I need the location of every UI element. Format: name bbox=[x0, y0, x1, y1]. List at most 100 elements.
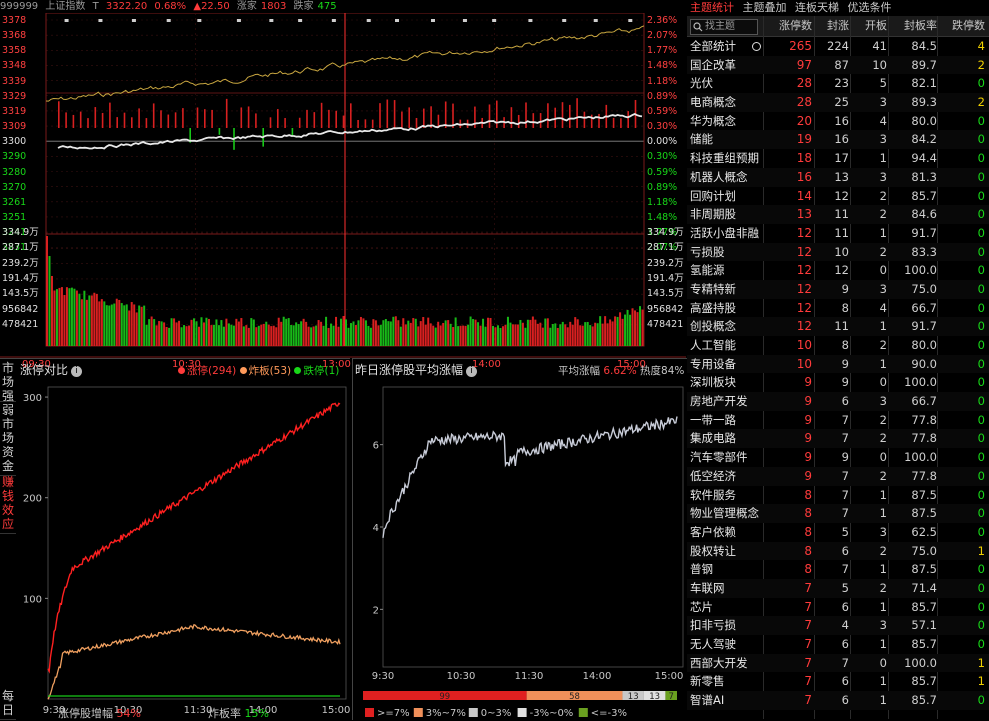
theme-row[interactable]: 普钢 8 7 1 87.5 0 bbox=[687, 560, 989, 579]
tab-theme-stats[interactable]: 主题统计 bbox=[690, 1, 734, 14]
side-tab[interactable]: 赚钱效应 bbox=[0, 475, 16, 534]
sealed-count: 5 bbox=[841, 524, 849, 539]
limit-down-count: 0 bbox=[977, 468, 985, 483]
theme-row[interactable]: 专用设备 10 9 1 90.0 0 bbox=[687, 354, 989, 374]
volume-bar bbox=[581, 325, 584, 346]
theme-row[interactable]: 国企改革 97 87 10 89.7 2 bbox=[687, 55, 989, 75]
ratio-bar-up bbox=[598, 113, 600, 128]
time-axis-label: 13:00 bbox=[322, 359, 351, 370]
col-sealed[interactable]: 封涨 bbox=[827, 19, 849, 32]
intraday-chart-svg bbox=[0, 13, 686, 358]
seal-rate: 77.8 bbox=[911, 431, 937, 446]
volume-bar bbox=[277, 317, 280, 346]
seal-rate: 100.0 bbox=[904, 450, 937, 465]
theme-row[interactable]: 华为概念 20 16 4 80.0 0 bbox=[687, 112, 989, 131]
theme-name: 芯片 bbox=[690, 599, 713, 614]
event-marker bbox=[64, 19, 69, 22]
opened-count: 2 bbox=[879, 412, 887, 427]
volume-bar bbox=[115, 298, 118, 346]
theme-row[interactable]: 汽车零部件 9 9 0 100.0 0 bbox=[687, 448, 989, 467]
theme-row[interactable]: 客户依赖 8 5 3 62.5 0 bbox=[687, 523, 989, 542]
theme-row[interactable]: 深圳板块 9 9 0 100.0 0 bbox=[687, 373, 989, 392]
theme-row[interactable]: 无人驾驶 7 6 1 85.7 0 bbox=[687, 635, 989, 654]
volume-bar bbox=[427, 317, 430, 346]
theme-row[interactable]: 西部大开发 7 7 0 100.0 1 bbox=[687, 653, 989, 673]
tab-preferred-conditions[interactable]: 优选条件 bbox=[847, 1, 892, 14]
tab-limit-ladder[interactable]: 连板天梯 bbox=[795, 1, 839, 14]
col-limit-up[interactable]: 涨停数 bbox=[779, 19, 812, 32]
theme-row[interactable]: 低空经济 9 7 2 77.8 0 bbox=[687, 466, 989, 486]
side-tab[interactable]: 每日 bbox=[0, 689, 16, 720]
seal-rate: 77.8 bbox=[911, 468, 937, 483]
volume-bar bbox=[140, 306, 143, 346]
theme-row[interactable]: 光伏 28 23 5 82.1 0 bbox=[687, 74, 989, 93]
ratio-bar-up bbox=[284, 118, 286, 128]
tab-theme-overlay[interactable]: 主题叠加 bbox=[742, 1, 787, 14]
intraday-chart[interactable]: 3378 2.36% 3368 2.07% 3358 1.77% 3348 1.48% 3339… bbox=[0, 13, 686, 370]
volume-bar bbox=[454, 317, 457, 346]
ratio-bar-up bbox=[152, 103, 155, 128]
ratio-bar-up bbox=[320, 102, 323, 128]
theme-row[interactable]: 氢能源 12 12 0 100.0 0 bbox=[687, 261, 989, 280]
opened-count: 2 bbox=[879, 468, 887, 483]
theme-row[interactable]: 新零售 7 6 1 85.7 1 bbox=[687, 672, 989, 691]
info-icon[interactable]: i bbox=[71, 366, 83, 377]
info-icon[interactable]: i bbox=[466, 366, 478, 377]
side-tab[interactable]: 市场资金 bbox=[0, 417, 16, 476]
ratio-bar-up bbox=[583, 111, 586, 128]
theme-row[interactable]: 活跃小盘非融 12 11 1 91.7 0 bbox=[687, 224, 989, 243]
theme-row[interactable]: 物业管理概念 8 7 1 87.5 0 bbox=[687, 504, 989, 523]
time-axis-label: 10:30 bbox=[172, 359, 201, 370]
expand-circle-icon[interactable] bbox=[752, 42, 761, 51]
theme-row[interactable]: 科技重组预期 18 17 1 94.4 0 bbox=[687, 149, 989, 168]
limit-down-count: 1 bbox=[977, 655, 985, 670]
theme-row[interactable]: 软件服务 8 7 1 87.5 0 bbox=[687, 486, 989, 505]
theme-row[interactable]: 专精特新 12 9 3 75.0 0 bbox=[687, 279, 989, 299]
volume-bar bbox=[300, 321, 303, 346]
limit-up-count: 12 bbox=[796, 281, 812, 296]
theme-row[interactable]: 车联网 7 5 2 71.4 0 bbox=[687, 578, 989, 598]
theme-row[interactable]: 集成电路 9 7 2 77.8 0 bbox=[687, 429, 989, 449]
theme-row[interactable]: 智谱AI 7 6 1 85.7 0 bbox=[687, 691, 989, 710]
volume-bar bbox=[374, 320, 377, 346]
theme-row[interactable]: 电商概念 28 25 3 89.3 2 bbox=[687, 93, 989, 112]
legend-swatch bbox=[365, 708, 374, 717]
volume-bar bbox=[621, 318, 624, 346]
ratio-bar-up bbox=[79, 111, 82, 128]
theme-row[interactable]: 一带一路 9 7 2 77.8 0 bbox=[687, 411, 989, 430]
legend-limit-up[interactable]: 涨停(294) bbox=[178, 365, 236, 377]
volume-bar bbox=[606, 323, 609, 346]
volume-bar bbox=[193, 318, 196, 346]
col-limit-down[interactable]: 跌停数 bbox=[952, 19, 985, 32]
theme-row[interactable]: 非周期股 13 11 2 84.6 0 bbox=[687, 205, 989, 224]
theme-row[interactable]: 全部统计 265 224 41 84.5 4 bbox=[687, 37, 989, 56]
volume-bar bbox=[188, 325, 191, 346]
side-tab[interactable]: 市场强弱 bbox=[0, 361, 16, 417]
col-opened[interactable]: 开板 bbox=[865, 19, 887, 32]
col-seal-rate[interactable]: 封板率 bbox=[904, 19, 937, 32]
theme-row[interactable]: 股权转让 8 6 2 75.0 1 bbox=[687, 541, 989, 561]
theme-row[interactable]: 高盛持股 12 8 4 66.7 0 bbox=[687, 299, 989, 318]
ratio-bar-up bbox=[357, 119, 359, 128]
theme-row[interactable]: 亏损股 12 10 2 83.3 0 bbox=[687, 242, 989, 262]
theme-row[interactable]: 储能 19 16 3 84.2 0 bbox=[687, 130, 989, 150]
theme-row[interactable]: 房地产开发 9 6 3 66.7 0 bbox=[687, 392, 989, 411]
theme-row[interactable]: 创投概念 12 11 1 91.7 0 bbox=[687, 317, 989, 336]
theme-name: 电商概念 bbox=[690, 95, 736, 110]
volume-bar bbox=[601, 323, 604, 346]
distribution-segment bbox=[622, 691, 644, 700]
theme-row[interactable]: 回购计划 14 12 2 85.7 0 bbox=[687, 187, 989, 206]
volume-bar bbox=[452, 327, 455, 346]
theme-row[interactable]: 芯片 7 6 1 85.7 0 bbox=[687, 598, 989, 617]
opened-count: 3 bbox=[879, 618, 887, 633]
seal-rate: 75.0 bbox=[911, 543, 937, 558]
volume-bar bbox=[68, 288, 71, 346]
theme-row[interactable]: 机器人概念 16 13 3 81.3 0 bbox=[687, 167, 989, 187]
broken-rate-label: 炸板率 bbox=[208, 707, 241, 720]
theme-row[interactable]: 扣非亏损 7 4 3 57.1 0 bbox=[687, 616, 989, 635]
theme-search-box[interactable]: 找主题 bbox=[690, 19, 758, 35]
x-tick-label: 14:00 bbox=[249, 705, 278, 716]
legend-broken[interactable]: 炸板(53) bbox=[239, 365, 291, 377]
legend-limit-down[interactable]: 跌停(1) bbox=[294, 365, 339, 377]
theme-row[interactable]: 人工智能 10 8 2 80.0 0 bbox=[687, 336, 989, 355]
